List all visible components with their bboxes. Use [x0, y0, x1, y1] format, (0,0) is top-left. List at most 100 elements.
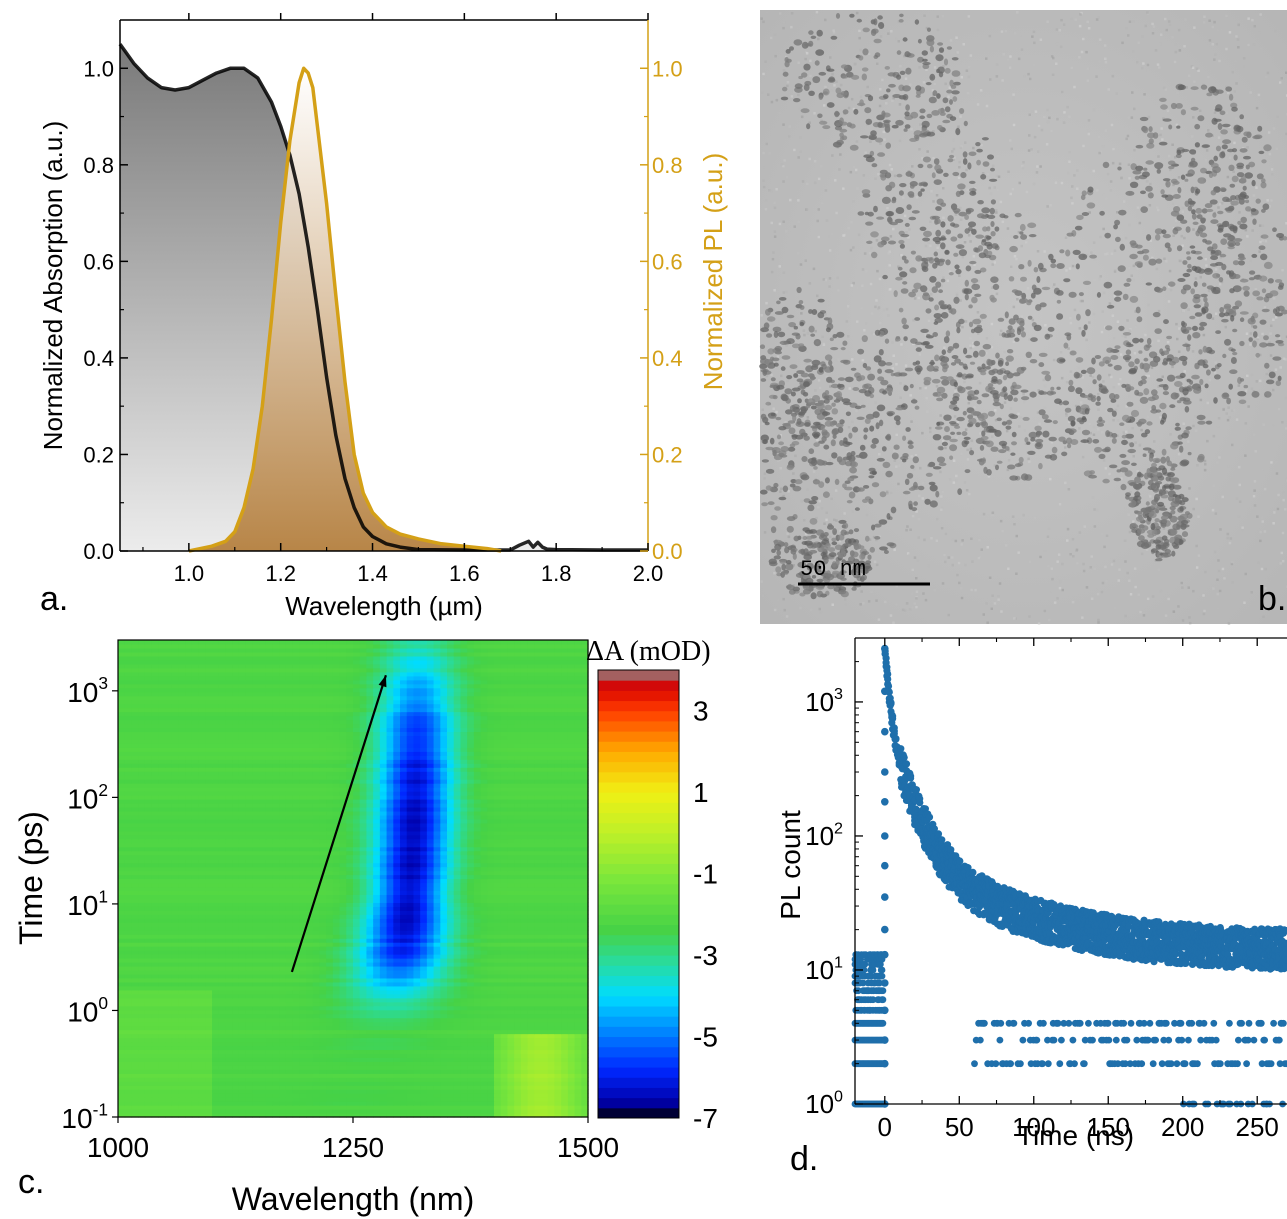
noise-speck: [994, 409, 997, 412]
heatmap-cell: [460, 1097, 468, 1102]
nanocrystal: [807, 504, 815, 512]
noise-speck: [1013, 523, 1016, 526]
nanocrystal: [1135, 516, 1144, 522]
heatmap-cell: [346, 1081, 354, 1086]
nanocrystal: [940, 202, 947, 207]
noise-speck: [944, 82, 947, 86]
noise-speck: [1256, 195, 1259, 199]
nanocrystal: [832, 528, 837, 536]
noise-speck: [1203, 468, 1207, 472]
heatmap-cell: [346, 1097, 354, 1102]
noise-speck: [844, 598, 847, 601]
noise-speck: [820, 119, 823, 123]
heatmap-cell: [312, 1073, 321, 1078]
noise-speck: [1056, 597, 1059, 600]
nanocrystal: [769, 561, 778, 567]
panel-a-plot-area: 1.0 1.2 1.4 1.6 1.8 2.00.00.20.40.60.81.00.00…: [38, 13, 728, 621]
heatmap-cell: [500, 1097, 509, 1102]
noise-speck: [1217, 206, 1220, 209]
nanocrystal: [1034, 425, 1042, 432]
nanocrystal: [899, 183, 907, 188]
noise-speck: [1050, 567, 1054, 570]
heatmap-cell: [212, 1093, 220, 1098]
nanocrystal: [1213, 397, 1218, 404]
noise-speck: [875, 599, 878, 602]
nanocrystal: [1006, 419, 1013, 425]
nanocrystal: [1232, 285, 1242, 293]
nanocrystal: [777, 331, 786, 338]
nanocrystal: [1114, 345, 1121, 349]
nanocrystal: [920, 342, 929, 346]
nanocrystal: [879, 173, 887, 178]
heatmap-cell: [144, 1105, 153, 1110]
noise-speck: [1162, 117, 1165, 120]
noise-speck: [1213, 550, 1217, 554]
nanocrystal: [969, 180, 976, 184]
noise-speck: [1126, 319, 1129, 322]
noise-speck: [1052, 358, 1056, 362]
noise-speck: [1260, 468, 1264, 471]
noise-speck: [1174, 43, 1177, 46]
noise-speck: [1172, 183, 1175, 187]
noise-speck: [1199, 303, 1203, 306]
heatmap-cell: [346, 1093, 354, 1098]
nanocrystal: [933, 313, 942, 319]
nanocrystal: [846, 500, 853, 504]
heatmap-cell: [507, 1113, 515, 1118]
noise-speck: [1079, 401, 1083, 404]
nanocrystal: [989, 294, 995, 301]
heatmap-cell: [433, 1105, 441, 1110]
noise-speck: [1107, 161, 1111, 164]
nanocrystal: [869, 150, 875, 157]
heatmap-cell: [534, 1113, 542, 1118]
nanocrystal: [1012, 384, 1022, 390]
noise-speck: [1174, 219, 1178, 222]
noise-speck: [1082, 144, 1085, 148]
nanocrystal: [997, 360, 1004, 367]
noise-speck: [876, 62, 879, 65]
noise-speck: [782, 180, 785, 183]
nanocrystal: [1221, 392, 1230, 400]
heatmap-cell: [332, 1113, 341, 1118]
noise-speck: [776, 355, 780, 358]
heatmap-cell: [225, 1081, 233, 1086]
noise-speck: [1158, 483, 1162, 487]
noise-speck: [1213, 109, 1216, 113]
heatmap-cell: [473, 1089, 482, 1094]
nanocrystal: [1149, 360, 1159, 367]
nanocrystal: [1247, 317, 1256, 325]
nanocrystal: [789, 364, 798, 369]
noise-speck: [1192, 507, 1195, 511]
noise-speck: [816, 219, 819, 223]
noise-speck: [1098, 38, 1102, 41]
noise-speck: [991, 594, 994, 597]
noise-speck: [1023, 429, 1027, 432]
nanocrystal: [1144, 429, 1151, 435]
nanocrystal: [877, 15, 883, 20]
noise-speck: [1076, 187, 1079, 190]
noise-speck: [1068, 420, 1071, 423]
noise-speck: [1149, 495, 1152, 498]
nanocrystal: [973, 326, 983, 333]
noise-speck: [1012, 93, 1015, 96]
heatmap-cell: [165, 1105, 173, 1110]
nanocrystal: [766, 333, 773, 338]
heatmap-cell: [473, 1073, 482, 1078]
nanocrystal: [1162, 350, 1170, 356]
noise-speck: [995, 75, 999, 78]
heatmap-cell: [332, 1105, 341, 1110]
heatmap-cell: [433, 1101, 441, 1106]
noise-speck: [808, 532, 811, 536]
nanocrystal: [1070, 420, 1076, 427]
nanocrystal: [933, 179, 942, 186]
noise-speck: [793, 90, 796, 93]
nanocrystal: [1090, 396, 1097, 403]
noise-speck: [1268, 578, 1272, 581]
noise-speck: [1268, 369, 1272, 373]
noise-speck: [1231, 204, 1234, 207]
noise-speck: [1107, 88, 1110, 91]
noise-speck: [1214, 512, 1218, 515]
noise-speck: [955, 292, 959, 295]
nanocrystal: [875, 422, 880, 430]
noise-speck: [959, 115, 962, 118]
